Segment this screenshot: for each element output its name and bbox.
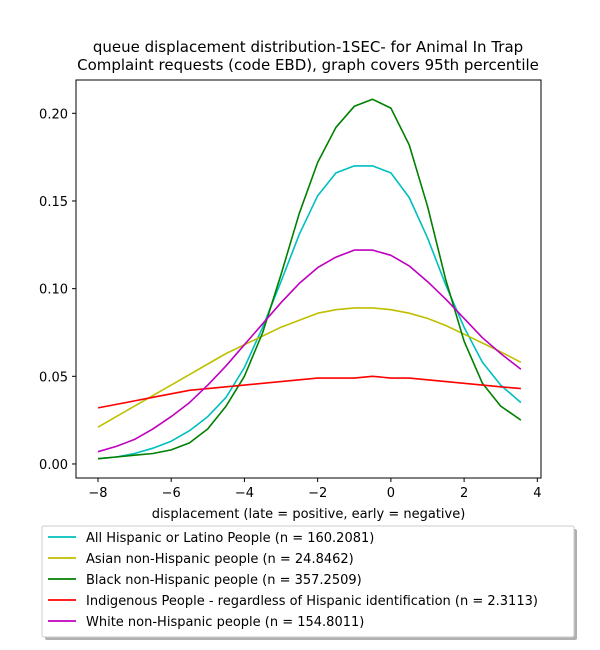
y-tick-label: 0.00 <box>39 458 68 473</box>
y-tick-label: 0.20 <box>39 107 68 122</box>
chart-title: queue displacement distribution-1SEC- fo… <box>77 38 539 74</box>
legend-label-2: Black non-Hispanic people (n = 357.2509) <box>86 573 362 588</box>
y-tick-label: 0.15 <box>39 195 68 210</box>
legend: All Hispanic or Latino People (n = 160.2… <box>41 525 577 640</box>
series-line-3 <box>97 375 521 409</box>
legend-label-4: White non-Hispanic people (n = 154.8011) <box>86 615 364 630</box>
series-line-2 <box>97 98 522 460</box>
legend-label-1: Asian non-Hispanic people (n = 24.8462) <box>86 552 354 567</box>
y-axis: 0.00 0.05 0.10 0.15 0.20 <box>39 107 76 473</box>
series-line-1 <box>97 307 522 428</box>
x-tick-label: −4 <box>235 486 254 501</box>
chart-title-line: queue displacement distribution-1SEC- fo… <box>93 38 523 56</box>
legend-label-0: All Hispanic or Latino People (n = 160.2… <box>86 531 374 546</box>
legend-label-3: Indigenous People - regardless of Hispan… <box>86 594 538 609</box>
x-tick-label: 4 <box>533 486 541 501</box>
x-tick-label: 0 <box>387 486 395 501</box>
y-tick-label: 0.10 <box>39 283 68 298</box>
x-axis-label: displacement (late = positive, early = n… <box>152 507 466 522</box>
x-tick-label: −8 <box>88 486 107 501</box>
series-layer <box>97 98 522 460</box>
x-tick-label: 2 <box>460 486 468 501</box>
series-line-4 <box>97 249 522 453</box>
x-axis: −8 −6 −4 −2 0 2 4 <box>88 478 541 501</box>
x-tick-label: −6 <box>162 486 181 501</box>
legend-box <box>41 525 575 638</box>
plot-area <box>75 79 542 479</box>
chart-title-line: Complaint requests (code EBD), graph cov… <box>77 56 539 74</box>
x-tick-label: −2 <box>308 486 327 501</box>
y-tick-label: 0.05 <box>39 370 68 385</box>
